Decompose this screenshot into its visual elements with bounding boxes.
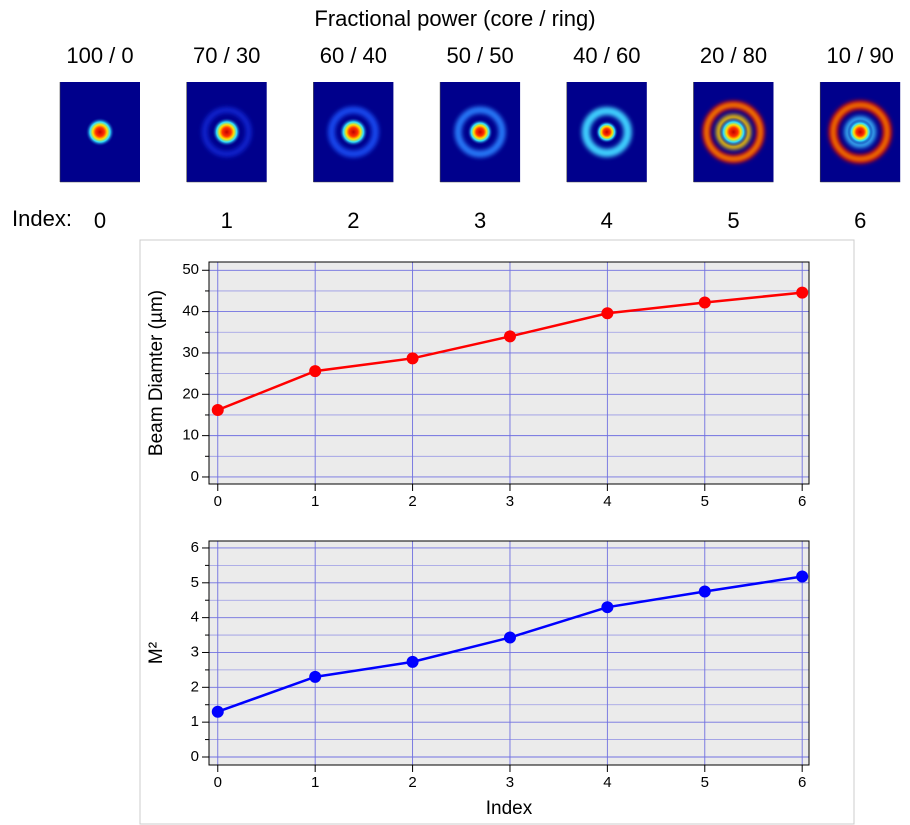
y-tick-label: 40 bbox=[182, 303, 199, 320]
x-tick-label: 1 bbox=[311, 493, 319, 510]
y-axis-label: M² bbox=[146, 642, 167, 664]
y-tick-label: 50 bbox=[182, 261, 199, 278]
data-point bbox=[699, 586, 711, 598]
y-tick-label: 2 bbox=[191, 678, 199, 695]
power-label: 10 / 90 bbox=[827, 43, 894, 68]
x-tick-label: 4 bbox=[603, 774, 611, 791]
y-tick-label: 0 bbox=[191, 748, 199, 765]
data-point bbox=[212, 404, 224, 416]
figure: Fractional power (core / ring) Index: 10… bbox=[0, 0, 910, 825]
x-axis-label: Index bbox=[486, 798, 533, 819]
power-label: 50 / 50 bbox=[446, 43, 513, 68]
index-value: 0 bbox=[94, 208, 106, 233]
data-point bbox=[504, 631, 516, 643]
beam-core bbox=[596, 121, 618, 143]
beam-core bbox=[467, 119, 493, 145]
index-label: Index: bbox=[12, 206, 72, 231]
index-value: 6 bbox=[854, 208, 866, 233]
index-value: 5 bbox=[727, 208, 739, 233]
data-point bbox=[407, 656, 419, 668]
x-tick-label: 0 bbox=[214, 774, 222, 791]
y-tick-label: 5 bbox=[191, 574, 199, 591]
beam-core bbox=[212, 118, 241, 147]
data-point bbox=[504, 330, 516, 342]
index-value: 2 bbox=[347, 208, 359, 233]
data-point bbox=[309, 671, 321, 683]
power-label: 100 / 0 bbox=[66, 43, 133, 68]
beam-core bbox=[339, 118, 368, 147]
data-point bbox=[699, 297, 711, 309]
data-point bbox=[309, 365, 321, 377]
y-tick-label: 3 bbox=[191, 643, 199, 660]
y-axis-label: Beam Diamter (µm) bbox=[146, 290, 167, 456]
x-tick-label: 3 bbox=[506, 774, 514, 791]
power-label: 20 / 80 bbox=[700, 43, 767, 68]
plot-area bbox=[209, 262, 809, 484]
beam-core bbox=[86, 118, 115, 147]
y-tick-label: 10 bbox=[182, 427, 199, 444]
power-label: 70 / 30 bbox=[193, 43, 260, 68]
power-label: 60 / 40 bbox=[320, 43, 387, 68]
x-tick-label: 5 bbox=[701, 493, 709, 510]
data-point bbox=[212, 706, 224, 718]
y-tick-label: 20 bbox=[182, 385, 199, 402]
x-tick-label: 1 bbox=[311, 774, 319, 791]
data-point bbox=[796, 571, 808, 583]
figure-title: Fractional power (core / ring) bbox=[314, 6, 595, 31]
y-tick-label: 0 bbox=[191, 468, 199, 485]
beam-core bbox=[847, 119, 873, 145]
x-tick-label: 4 bbox=[603, 493, 611, 510]
x-tick-label: 0 bbox=[214, 493, 222, 510]
index-value: 4 bbox=[601, 208, 613, 233]
index-value: 3 bbox=[474, 208, 486, 233]
x-tick-label: 5 bbox=[701, 774, 709, 791]
x-tick-label: 6 bbox=[798, 774, 806, 791]
x-tick-label: 2 bbox=[408, 774, 416, 791]
beam-core bbox=[719, 118, 748, 147]
index-value: 1 bbox=[221, 208, 233, 233]
y-tick-label: 1 bbox=[191, 713, 199, 730]
x-tick-label: 3 bbox=[506, 493, 514, 510]
data-point bbox=[407, 352, 419, 364]
x-tick-label: 6 bbox=[798, 493, 806, 510]
plot-area bbox=[209, 541, 809, 765]
y-tick-label: 30 bbox=[182, 344, 199, 361]
y-tick-label: 4 bbox=[191, 609, 199, 626]
data-point bbox=[601, 307, 613, 319]
y-tick-label: 6 bbox=[191, 539, 199, 556]
power-label: 40 / 60 bbox=[573, 43, 640, 68]
x-tick-label: 2 bbox=[408, 493, 416, 510]
data-point bbox=[796, 287, 808, 299]
data-point bbox=[601, 601, 613, 613]
